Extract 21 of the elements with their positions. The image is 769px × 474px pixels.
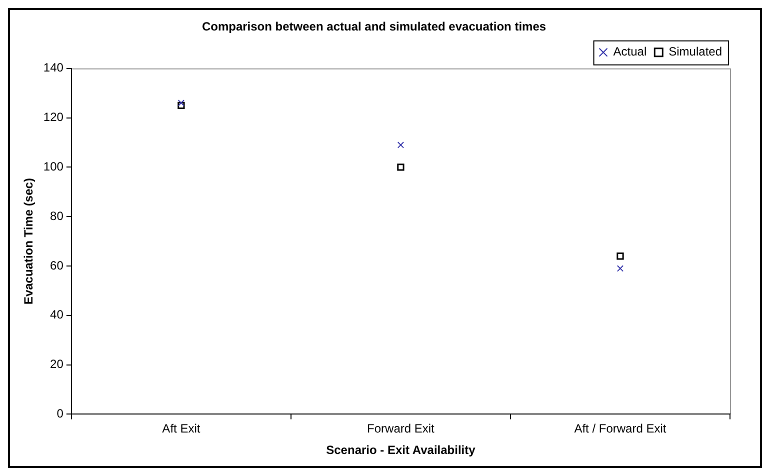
y-tick-label: 100 [43,160,64,174]
point [397,164,404,171]
y-tick-label: 80 [50,208,64,223]
point [616,265,624,272]
y-tick-label: 40 [50,308,64,322]
x-tick-label: Forward Exit [367,422,436,436]
point [178,100,185,106]
chart-title: Comparison between actual and simulated evacuation times [202,20,546,34]
x-tick-label: Aft Exit [162,422,201,436]
y-axis-title: Evacuation Time (sec) [22,178,36,305]
y-tick-label: 120 [43,110,64,124]
y-tick-label: 60 [50,258,64,272]
x-tick-label: Aft / Forward Exit [574,422,667,436]
point [397,142,404,148]
y-tick-label: 0 [56,406,64,421]
y-tick-label: 140 [43,60,64,75]
y-tick-label: 20 [50,357,64,372]
x-axis-title: Scenario - Exit Availability [326,443,476,458]
legend-label: Simulated [668,44,722,59]
legend-label: Actual [613,44,647,59]
point [616,252,624,260]
